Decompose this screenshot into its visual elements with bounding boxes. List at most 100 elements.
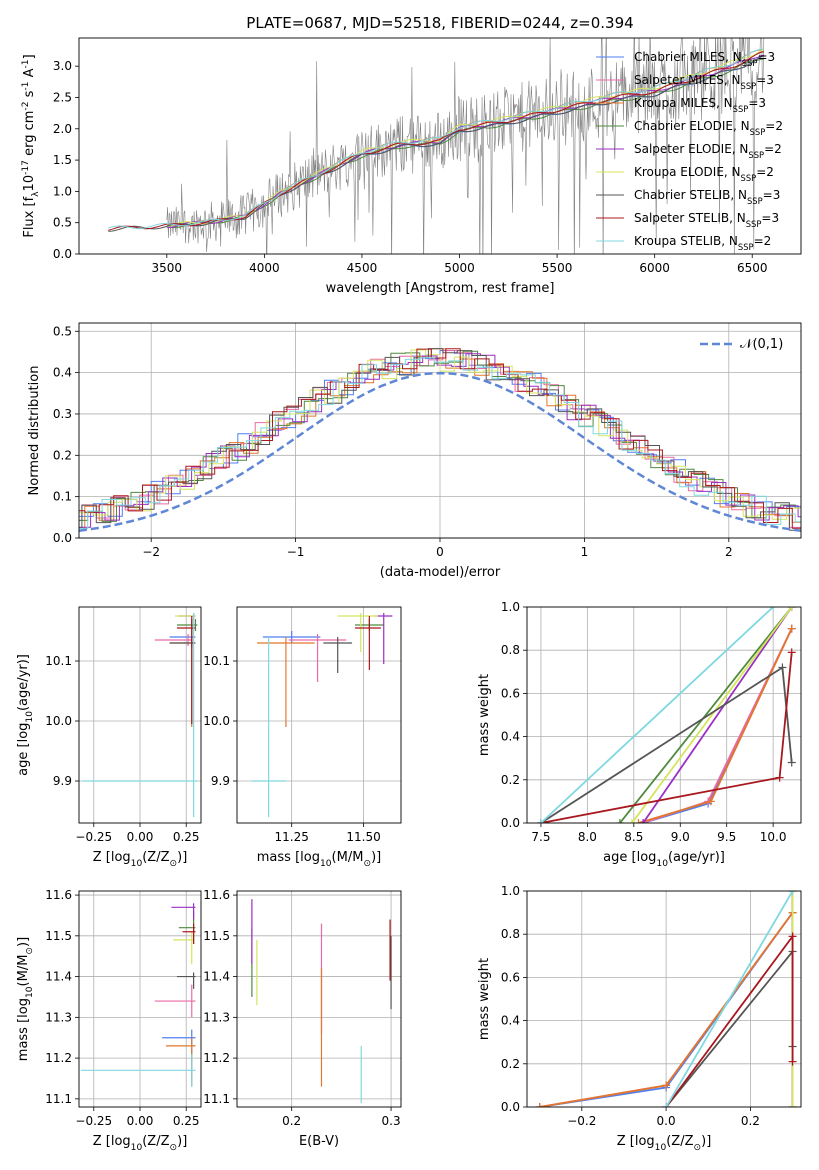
legend-label: Chabrier ELODIE, NSSP=2	[634, 119, 783, 137]
cumulative-marker	[627, 819, 636, 823]
tick-label-x: −0.25	[75, 830, 112, 844]
errorbar-salpeter-miles	[154, 984, 196, 1018]
tick-label-y: 0.6	[501, 686, 520, 700]
tick-label-y: 0.2	[53, 448, 72, 462]
tick-label-x: 0.3	[382, 1114, 401, 1128]
cumulative-marker	[662, 1103, 671, 1107]
errorbar-salpeter-miles	[154, 634, 192, 646]
tick-label-x: 7.5	[531, 830, 550, 844]
errorbar-salpeter-stelib	[182, 923, 196, 944]
errorbar-plot	[251, 899, 392, 1103]
errorbar-kroupa-miles	[257, 637, 315, 727]
legend-label: Salpeter ELODIE, NSSP=2	[634, 142, 782, 160]
tick-label-x: 0	[436, 545, 444, 559]
panel-mass_vs_ebv: 0.2 0.3 11.1 11.2 11.3 11.4 11.5 11.6 E(B-V)	[203, 888, 402, 1149]
legend-label: Chabrier STELIB, NSSP=3	[634, 188, 780, 206]
axis-label-x: Z [log10(Z/Z⊙)]	[617, 1134, 712, 1153]
tick-label-x: −2	[142, 545, 160, 559]
axes-frame	[236, 606, 402, 824]
spectrum-legend: Chabrier MILES, NSSP=3 Salpeter MILES, NS…	[596, 50, 783, 252]
errorbar-chabrier-miles	[162, 1029, 196, 1079]
tick-label-y: 0.3	[53, 407, 72, 421]
tick-label-y: 1.0	[501, 884, 520, 898]
tick-label-x: 5500	[542, 261, 573, 275]
tick-label-y: 2.5	[53, 90, 72, 104]
tick-label-y: 11.3	[203, 1010, 230, 1024]
tick-label-y: 11.5	[203, 929, 230, 943]
panel-cumulative_mass_weight_vs_Z: −0.2 0.0 0.2 0.0 0.2 0.4 0.6 0.8 1.0 Z [log10(Z/Z…	[477, 884, 802, 1153]
tick-label-y: 11.6	[203, 888, 230, 902]
histogram-salpeter-stelib	[79, 348, 801, 529]
panel-age_vs_mass: 11.25 11.50 9.9 10.0 10.1 mass [log10(M/M⊙)]	[203, 606, 402, 869]
errorbar-plot	[251, 613, 393, 817]
tick-label-x: −0.25	[75, 1114, 112, 1128]
axis-label-x: (data-model)/error	[380, 565, 501, 580]
errorbar-chabrier-miles	[262, 631, 321, 643]
panel-spectrum: 3500 4000 4500 5000 5500 6000 6500 0.0 0.5 1.0 1.5…	[21, 37, 802, 296]
tick-label-x: 0.2	[282, 1114, 301, 1128]
tick-label-x: 6500	[737, 261, 768, 275]
tick-label-y: 0.2	[501, 773, 520, 787]
histogram-chabrier-elodie	[79, 350, 801, 522]
axis-label-x: age [log10(age/yr)]	[603, 850, 725, 869]
tick-label-y: 1.5	[53, 153, 72, 167]
axis-label-x: Z [log10(Z/Z⊙)]	[93, 1134, 188, 1153]
axis-label-x: Z [log10(Z/Z⊙)]	[93, 850, 188, 869]
tick-label-y: 11.4	[203, 970, 230, 984]
tick-label-x: −1	[287, 545, 305, 559]
cumulative-marker	[535, 1103, 544, 1107]
tick-label-y: 0.5	[53, 216, 72, 230]
tick-label-y: 0.4	[53, 366, 72, 380]
histogram-kroupa-stelib	[79, 357, 801, 529]
axes-frame	[78, 890, 202, 1108]
tick-label-y: 0.0	[53, 247, 72, 261]
cumulative-marker	[778, 663, 787, 672]
legend-label: Kroupa MILES, NSSP=3	[634, 96, 766, 114]
cumulative-line-kroupa-miles	[638, 628, 793, 823]
histogram-chabrier-stelib	[79, 348, 801, 531]
axis-label-y: mass weight	[477, 674, 492, 756]
errorbar-kroupa-stelib	[251, 637, 286, 817]
cumulative-marker	[787, 648, 796, 657]
cumulative-marker	[639, 819, 648, 823]
tick-label-x: −0.2	[567, 1114, 596, 1128]
cumulative-marker	[787, 624, 796, 633]
cumulative-marker	[788, 1103, 797, 1107]
spectrum-plot	[108, 38, 765, 254]
tick-label-x: 4000	[249, 261, 280, 275]
tick-label-x: 3500	[152, 261, 183, 275]
cumulative-line-kroupa-stelib	[665, 891, 794, 1107]
cumulative-marker	[775, 773, 784, 782]
tick-label-y: 9.9	[211, 774, 230, 788]
cumulative-marker	[788, 932, 797, 941]
axis-label-y: mass [log10(M/M⊙)]	[16, 937, 35, 1061]
axis-label-y: Flux [fλ10-17 erg cm-2 s-1 A-1]	[21, 54, 41, 237]
legend-label: Salpeter MILES, NSSP=3	[634, 73, 774, 91]
tick-label-y: 10.0	[45, 714, 72, 728]
cumulative-line-chabrier-elodie	[619, 607, 793, 823]
gaussian-curve	[79, 371, 801, 533]
tick-label-y: 2.0	[53, 122, 72, 136]
cumulative-line-salpeter-elodie	[642, 607, 793, 823]
panel-residuals: −2 −1 0 1 2 0.0 0.1 0.2 0.3 0.4 0.5 (data-model)/er…	[27, 322, 802, 580]
legend-label: Chabrier MILES, NSSP=3	[634, 50, 775, 68]
panel-mass_vs_Z: −0.25 0.00 0.25 11.1 11.2 11.3 11.4 11.5 11.6 Z […	[16, 888, 202, 1153]
cumulative-marker	[634, 819, 643, 823]
errorbar-chabrier-stelib	[323, 637, 353, 673]
tick-label-x: 0.00	[127, 1114, 154, 1128]
axis-label-y: age [log10(age/yr)]	[16, 654, 35, 776]
cumulative-plot	[535, 891, 797, 1107]
legend-label: Kroupa STELIB, NSSP=2	[634, 234, 771, 252]
histogram-salpeter-elodie	[79, 353, 801, 528]
cumulative-line-chabrier-stelib	[665, 948, 794, 1107]
axes-frame	[526, 606, 802, 824]
errorbar-kroupa-elodie	[173, 931, 194, 965]
axes-frame	[78, 37, 802, 255]
tick-label-y: 10.0	[203, 714, 230, 728]
model-line-chabrier-stelib	[108, 55, 764, 232]
tick-label-y: 0.4	[501, 1014, 520, 1028]
cumulative-marker	[615, 819, 624, 823]
errorbar-chabrier-elodie	[178, 911, 196, 944]
axes-frame	[236, 890, 402, 1108]
